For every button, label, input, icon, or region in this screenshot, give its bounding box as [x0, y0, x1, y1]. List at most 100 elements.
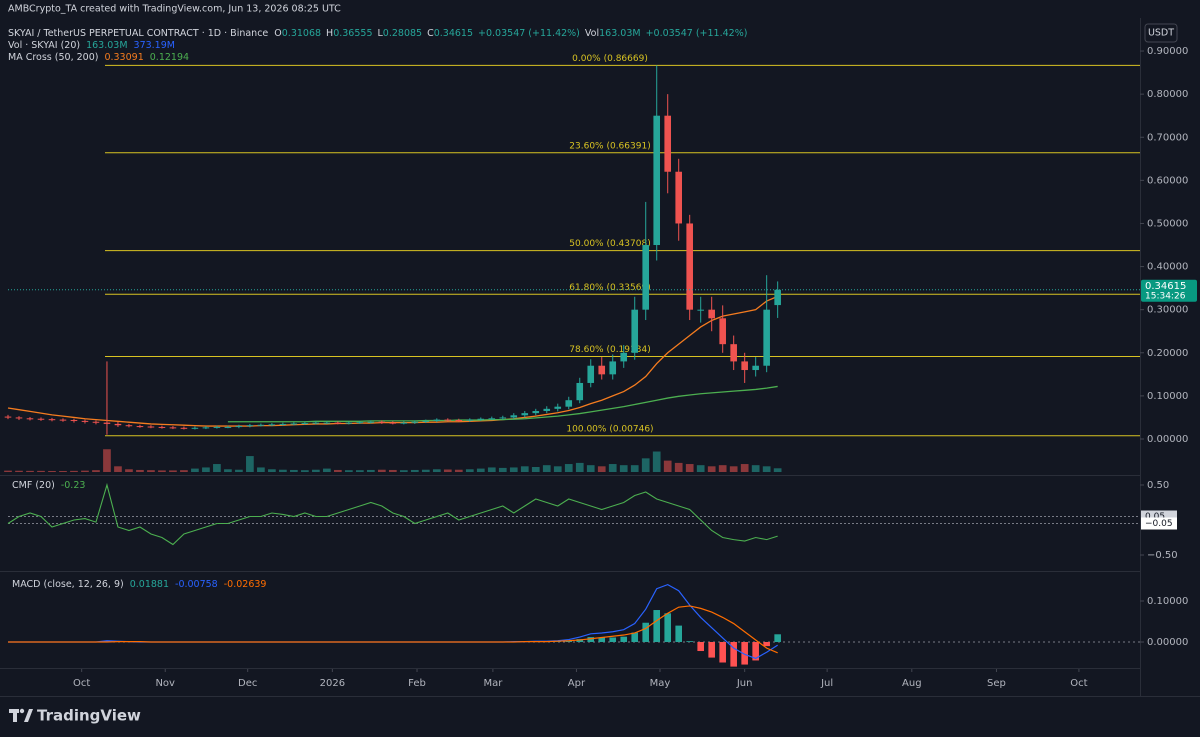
ohlc-value: 0.34615	[434, 28, 473, 39]
volume-bar	[432, 469, 441, 472]
volume-bar	[246, 456, 254, 472]
y-tick-label: 0.40000	[1147, 262, 1188, 273]
candle-body	[576, 382, 584, 401]
volume-bar	[751, 465, 760, 472]
indicator-value: 0.01881	[130, 579, 169, 590]
volume-bar	[355, 470, 364, 472]
volume-bar	[377, 469, 386, 472]
candle-body	[752, 365, 759, 371]
candle-body	[774, 289, 781, 306]
logo-shape	[19, 708, 25, 714]
candle-body	[653, 115, 661, 246]
y-tick-label: 0.00000	[1147, 434, 1188, 445]
volume-bar	[290, 469, 298, 472]
candle-body	[15, 417, 23, 419]
volume-bar	[663, 460, 672, 472]
candle-body	[510, 415, 518, 418]
volume-bar	[553, 466, 562, 472]
volume-bar	[498, 467, 507, 472]
candle-body	[114, 423, 122, 426]
candle-body	[345, 422, 353, 424]
x-tick-label: Sep	[987, 678, 1006, 689]
fib-label: 50.00% (0.43708)	[569, 239, 650, 249]
candle-body	[642, 245, 650, 310]
currency[interactable]: USDT	[1148, 28, 1174, 39]
moving-average	[227, 385, 778, 423]
volume-bar	[399, 470, 408, 472]
volume-bar	[564, 464, 573, 472]
volume-bar	[235, 469, 243, 472]
volume-bar	[476, 468, 485, 472]
histogram-bar	[708, 642, 715, 658]
candle-body	[246, 425, 254, 427]
candle-body	[125, 425, 133, 427]
histogram-bar	[642, 622, 650, 643]
fib-label: 0.00% (0.86669)	[572, 54, 648, 64]
level-badge	[1141, 510, 1177, 523]
candle-body	[356, 422, 364, 424]
volume-bar	[147, 470, 155, 472]
volume-bar	[740, 464, 749, 472]
volume-bar	[202, 467, 210, 472]
tradingview-logo	[9, 708, 33, 722]
volume-bar	[136, 469, 144, 472]
candle-body	[191, 427, 199, 429]
volume-bar	[125, 469, 133, 472]
countdown: 15:34:26	[1145, 291, 1186, 301]
indicator-name: MACD (close, 12, 26, 9)	[12, 579, 124, 590]
candle-body	[554, 406, 562, 409]
candle-body	[279, 423, 287, 425]
candle-body	[675, 171, 683, 224]
candle-body	[466, 419, 474, 421]
footer-logo: TradingView	[37, 707, 141, 725]
candle-body	[609, 361, 617, 375]
volume-bar	[410, 469, 419, 472]
ohlc-key: C	[427, 28, 434, 39]
volume-bar	[169, 470, 177, 472]
candle-body	[422, 420, 430, 422]
indicator-value: -0.02639	[224, 579, 267, 590]
candle-body	[378, 421, 386, 423]
y-tick-label: 0.70000	[1147, 132, 1188, 143]
y-tick-label: 0.10000	[1147, 596, 1188, 607]
volume-bar	[213, 464, 221, 472]
candle-body	[48, 419, 56, 421]
x-tick-label: Oct	[73, 678, 90, 689]
histogram-bar	[741, 642, 748, 665]
volume-bar	[707, 466, 716, 472]
histogram-bar	[587, 637, 595, 643]
candle-body	[532, 410, 540, 414]
volume-bar	[762, 466, 771, 472]
histogram-bar	[653, 610, 661, 643]
volume-bar	[81, 470, 89, 472]
volume-bar	[597, 466, 606, 472]
volume-bar	[718, 465, 727, 472]
candle-body	[59, 419, 67, 421]
volume-bar	[465, 469, 474, 472]
volume-bar	[696, 465, 705, 472]
volume-bar	[48, 470, 56, 472]
candle-body	[598, 365, 606, 375]
ma-legend: MA Cross (50, 200) 0.33091 0.12194	[8, 52, 189, 63]
y-tick-label: 0.20000	[1147, 348, 1188, 359]
currency-button[interactable]	[1144, 23, 1178, 43]
volume-bar	[15, 470, 23, 472]
y-tick-label: 0.60000	[1147, 175, 1188, 186]
volume-bar	[443, 469, 452, 472]
indicator-line	[7, 482, 778, 546]
volume-bar	[674, 462, 683, 472]
fib-label: 78.60% (0.19134)	[569, 345, 650, 355]
vol-change: +0.03547 (+11.42%)	[646, 28, 748, 39]
volume-bar	[388, 469, 397, 472]
x-tick-label: 2026	[320, 678, 345, 689]
candle-body	[411, 421, 419, 423]
ohlc-key: H	[326, 28, 333, 39]
indicator-value: 163.03M	[86, 40, 127, 51]
candle-body	[521, 413, 529, 416]
indicator-name: MA Cross (50, 200)	[8, 52, 98, 63]
volume-bar	[619, 465, 628, 472]
volume-bar	[685, 464, 694, 472]
histogram-bar	[620, 636, 628, 643]
volume-bar	[586, 465, 595, 472]
candle-body	[334, 422, 342, 424]
